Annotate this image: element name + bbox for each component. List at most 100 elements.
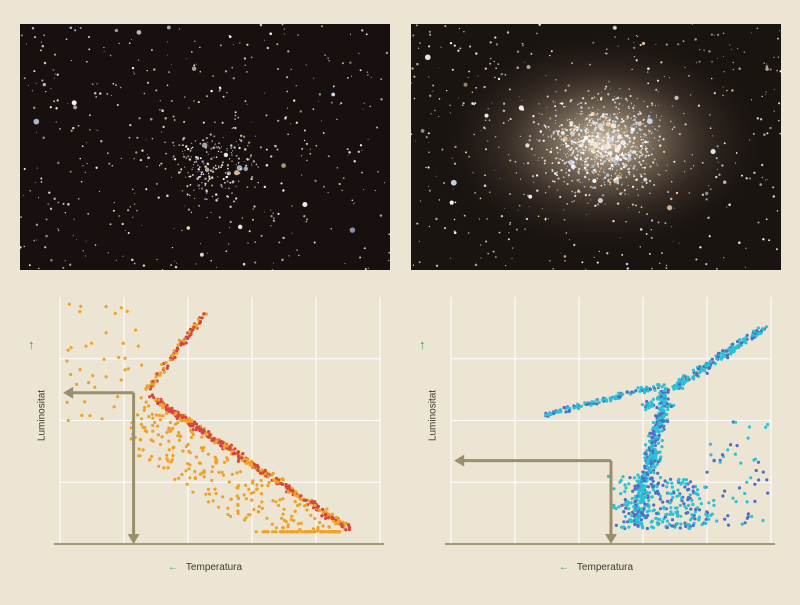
star-point [323, 530, 327, 534]
star [338, 182, 341, 186]
star [645, 136, 647, 138]
star [588, 114, 591, 117]
star [36, 167, 38, 169]
star-point [198, 472, 203, 476]
star-point [221, 473, 225, 477]
star-point [165, 457, 169, 461]
star-point [240, 456, 244, 460]
star [683, 171, 686, 173]
star [306, 218, 308, 221]
star [237, 116, 240, 119]
star [221, 146, 222, 148]
star-point [672, 387, 676, 391]
star-point [263, 468, 267, 472]
star-point [647, 434, 651, 438]
star-point [260, 500, 264, 504]
star [506, 31, 510, 34]
star [207, 153, 209, 155]
star-point [223, 444, 227, 448]
star-point [666, 397, 670, 401]
star [606, 48, 608, 51]
star [214, 144, 216, 146]
star [570, 136, 573, 138]
star [619, 172, 621, 174]
star [569, 121, 574, 126]
star [576, 179, 580, 182]
star [546, 128, 548, 129]
star [349, 33, 351, 35]
star [649, 165, 652, 168]
star-point [259, 492, 263, 496]
star [624, 158, 627, 160]
star-point [293, 509, 297, 513]
star [663, 150, 666, 153]
star [564, 154, 566, 156]
star-point [280, 482, 285, 486]
star [614, 126, 617, 128]
star [572, 167, 575, 170]
star-point [685, 379, 689, 383]
star-point [202, 475, 206, 479]
star-point [676, 488, 680, 492]
star-point [641, 526, 645, 530]
star [181, 150, 183, 152]
star [112, 82, 115, 85]
star [639, 128, 642, 132]
star-point [340, 524, 344, 528]
star [550, 136, 552, 138]
star [625, 153, 628, 156]
star [761, 176, 764, 179]
star [45, 90, 47, 93]
star [622, 140, 625, 142]
star [610, 174, 612, 177]
star [124, 229, 126, 231]
star-point [147, 415, 151, 419]
star [633, 138, 636, 141]
star [607, 157, 612, 161]
star-point [93, 385, 97, 389]
star-point [658, 497, 662, 501]
star-point [324, 512, 328, 516]
star [272, 219, 276, 222]
star [579, 154, 582, 157]
star-point [651, 488, 656, 492]
star-point [651, 420, 656, 425]
star [515, 228, 518, 231]
star-point [84, 344, 88, 348]
star [206, 198, 208, 200]
star [722, 86, 724, 88]
star [201, 181, 203, 184]
star-point [681, 376, 685, 380]
star-point [651, 397, 655, 401]
star [129, 206, 132, 208]
star-point [645, 465, 650, 470]
star [270, 209, 272, 211]
star [567, 134, 569, 137]
star [210, 176, 214, 179]
star [600, 96, 603, 100]
star-point [344, 528, 348, 532]
star [195, 156, 198, 159]
star [604, 116, 606, 118]
star [432, 84, 435, 87]
star [616, 159, 619, 162]
star [674, 95, 679, 101]
star [286, 90, 289, 93]
star [86, 142, 88, 144]
star-point [347, 523, 351, 527]
star [527, 146, 529, 147]
star [613, 148, 615, 150]
star-point [666, 481, 670, 485]
star [492, 250, 495, 253]
star [573, 141, 576, 144]
star-point [640, 508, 644, 512]
star-point [160, 435, 164, 439]
star [629, 113, 631, 115]
star [485, 240, 488, 243]
star-point [640, 403, 644, 407]
star [40, 181, 43, 183]
star [762, 238, 765, 241]
star [250, 156, 252, 158]
star [641, 147, 644, 150]
star [538, 139, 541, 142]
